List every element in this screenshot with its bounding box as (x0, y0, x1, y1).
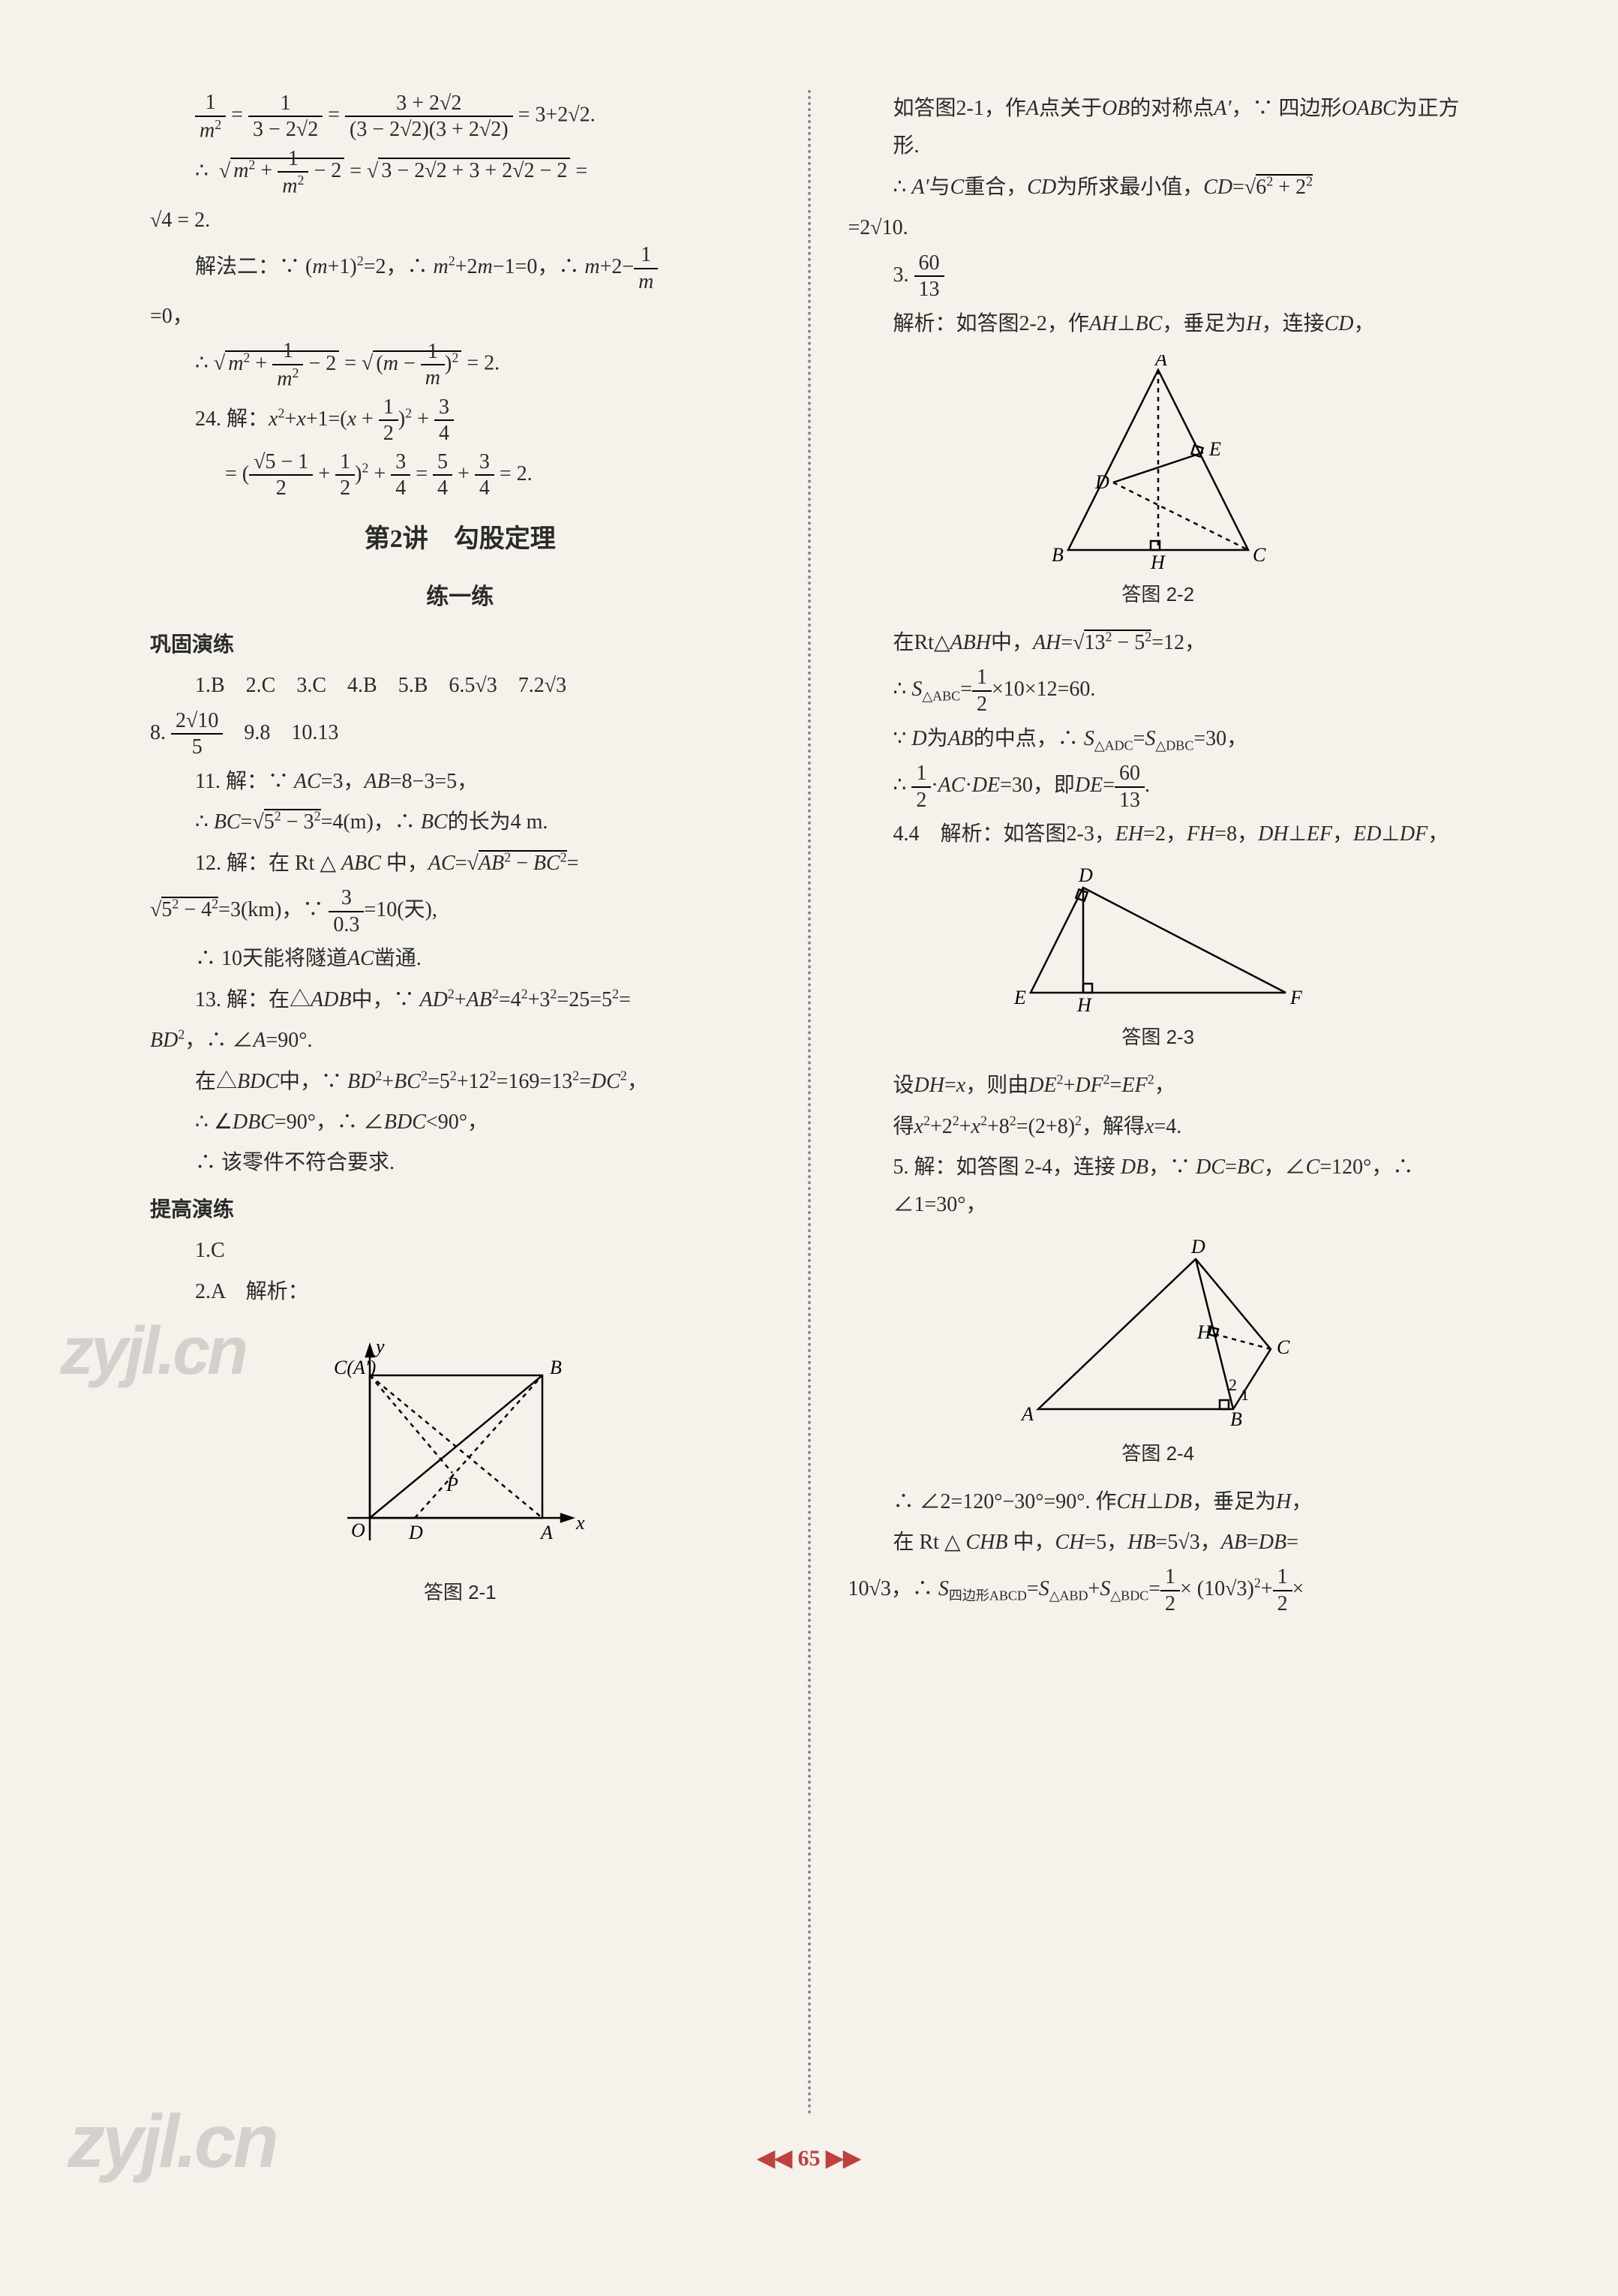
solution-line: 解析：如答图2-2，作AH⊥BC，垂足为H，连接CD， (848, 305, 1469, 343)
solution-line: BD2，∴ ∠A=90°. (150, 1022, 770, 1059)
solution-line: √52 − 42=3(km)，∵ 30.3=10(天), (150, 885, 770, 937)
solution-line: ∴ 12·AC·DE=30，即DE=6013. (848, 761, 1469, 813)
solution-line: ∴ 10天能将隧道AC凿通. (150, 940, 770, 978)
point-label: B (1052, 544, 1064, 566)
point-label: D (1078, 865, 1093, 886)
solution-line: ∵ D为AB的中点，∴ S△ADC=S△DBC=30， (848, 720, 1469, 758)
figure-caption: 答图 2-4 (1121, 1436, 1194, 1471)
point-label: O (351, 1519, 365, 1541)
answer-row: 8. 2√105 9.8 10.13 (150, 708, 770, 760)
page-columns: 1m2 = 13 − 2√2 = 3 + 2√2(3 − 2√2)(3 + 2√… (150, 90, 1468, 2116)
point-label: C (1277, 1336, 1290, 1358)
solution-line: 5. 解：如答图 2-4，连接 DB，∵ DC=BC，∠C=120°，∴ ∠1=… (848, 1149, 1469, 1225)
point-label: D (408, 1522, 423, 1543)
solution-line: ∴ BC=√52 − 32=4(m)，∴ BC的长为4 m. (150, 804, 770, 841)
point-label: B (1230, 1408, 1242, 1430)
point-label: A (1154, 355, 1167, 370)
solution-line: ∴ A′与C重合，CD为所求最小值，CD=√62 + 22 (848, 169, 1469, 206)
math-line: 24. 解：x2+x+1=(x + 12)2 + 34 (150, 395, 770, 446)
solution-line: 如答图2-1，作A点关于OB的对称点A′，∵ 四边形OABC为正方形. (848, 90, 1469, 166)
math-line: ∴ √m2 + 1m2 − 2 = √3 − 2√2 + 3 + 2√2 − 2… (150, 146, 770, 200)
solution-line: 10√3，∴ S四边形ABCD=S△ABD+S△BDC=12× (10√3)2+… (848, 1564, 1469, 1616)
figure-caption: 答图 2-3 (1121, 1020, 1194, 1055)
solution-line: 11. 解：∵ AC=3，AB=8−3=5， (150, 763, 770, 801)
right-column: 如答图2-1，作A点关于OB的对称点A′，∵ 四边形OABC为正方形. ∴ A′… (848, 90, 1469, 2116)
solution-line: 在△BDC中，∵ BD2+BC2=52+122=169=132=DC2， (150, 1063, 770, 1101)
diagram-2-4: A B C D H 2 1 (1016, 1237, 1301, 1432)
solution-line: ∴ S△ABC=12×10×12=60. (848, 665, 1469, 717)
math-line: 1m2 = 13 − 2√2 = 3 + 2√2(3 − 2√2)(3 + 2√… (150, 90, 770, 143)
point-label: H (1150, 551, 1166, 572)
group-heading: 提高演练 (150, 1192, 770, 1229)
solution-line: ∴ ∠2=120°−30°=90°. 作CH⊥DB，垂足为H， (848, 1483, 1469, 1521)
figure-caption: 答图 2-1 (424, 1575, 497, 1610)
answer-row: 1.B 2.C 3.C 4.B 5.B 6.5√3 7.2√3 (150, 667, 770, 705)
angle-label: 2 (1229, 1375, 1237, 1394)
point-label: A (539, 1522, 553, 1543)
point-label: C(A′) (334, 1357, 376, 1378)
solution-line: 在 Rt △ CHB 中，CH=5，HB=5√3，AB=DB= (848, 1524, 1469, 1561)
diagram-2-3: E H F D (1008, 865, 1308, 1015)
math-line: √4 = 2. (150, 202, 770, 239)
point-label: D (1094, 471, 1109, 493)
solution-line: =2√10. (848, 209, 1469, 247)
point-label: H (1196, 1321, 1212, 1343)
figure-2-2: A B C H D E 答图 2-2 (848, 355, 1469, 612)
point-label: E (1013, 987, 1026, 1008)
solution-line: 13. 解：在△ADB中，∵ AD2+AB2=42+32=25=52= (150, 981, 770, 1019)
solution-line: ∴ ∠DBC=90°，∴ ∠BDC<90°， (150, 1104, 770, 1141)
column-divider (808, 90, 811, 2116)
axis-label-x: x (575, 1512, 585, 1534)
solution-line: 得x2+22+x2+82=(2+8)2，解得x=4. (848, 1108, 1469, 1146)
diagram-2-2: A B C H D E (1038, 355, 1278, 572)
angle-label: 1 (1241, 1385, 1249, 1404)
point-label: F (1289, 987, 1303, 1008)
solution-line: 在Rt△ABH中，AH=√132 − 52=12， (848, 624, 1469, 662)
solution-line: ∴ 该零件不符合要求. (150, 1144, 770, 1182)
section-title: 第2讲 勾股定理 (150, 516, 770, 562)
solution-line: 3. 6013 (848, 251, 1469, 302)
point-label: A (1020, 1403, 1034, 1425)
figure-2-3: E H F D 答图 2-3 (848, 865, 1469, 1055)
figure-2-4: A B C D H 2 1 答图 2-4 (848, 1237, 1469, 1471)
left-column: 1m2 = 13 − 2√2 = 3 + 2√2(3 − 2√2)(3 + 2√… (150, 90, 770, 2116)
point-label: E (1208, 438, 1221, 460)
solution-line: 4.4 解析：如答图2-3，EH=2，FH=8，DH⊥EF，ED⊥DF， (848, 816, 1469, 853)
solution-line: 12. 解：在 Rt △ ABC 中，AC=√AB2 − BC2= (150, 845, 770, 882)
axis-label-y: y (374, 1336, 385, 1357)
answer-row: 2.A 解析： (150, 1273, 770, 1311)
group-heading: 巩固演练 (150, 627, 770, 664)
math-line: ∴ √m2 + 1m2 − 2 = √(m − 1m)2 = 2. (150, 338, 770, 392)
point-label: B (550, 1357, 562, 1378)
solution-line: 设DH=x，则由DE2+DF2=EF2， (848, 1067, 1469, 1104)
figure-caption: 答图 2-2 (1121, 577, 1194, 612)
point-label: D (1190, 1237, 1205, 1258)
math-line: =0， (150, 298, 770, 335)
point-label: C (1253, 544, 1266, 566)
answer-row: 1.C (150, 1232, 770, 1270)
page-number: 65 (150, 2138, 1468, 2179)
point-label: H (1076, 994, 1092, 1015)
figure-2-1: y x O D A B C(A′) P 答图 2-1 (150, 1323, 770, 1610)
point-label: P (446, 1474, 458, 1495)
math-line: = (√5 − 12 + 12)2 + 34 = 54 + 34 = 2. (150, 449, 770, 501)
math-line: 解法二：∵ (m+1)2=2，∴ m2+2m−1=0，∴ m+2−1m (150, 242, 770, 294)
diagram-2-1: y x O D A B C(A′) P (325, 1323, 595, 1570)
section-subtitle: 练一练 (150, 577, 770, 618)
